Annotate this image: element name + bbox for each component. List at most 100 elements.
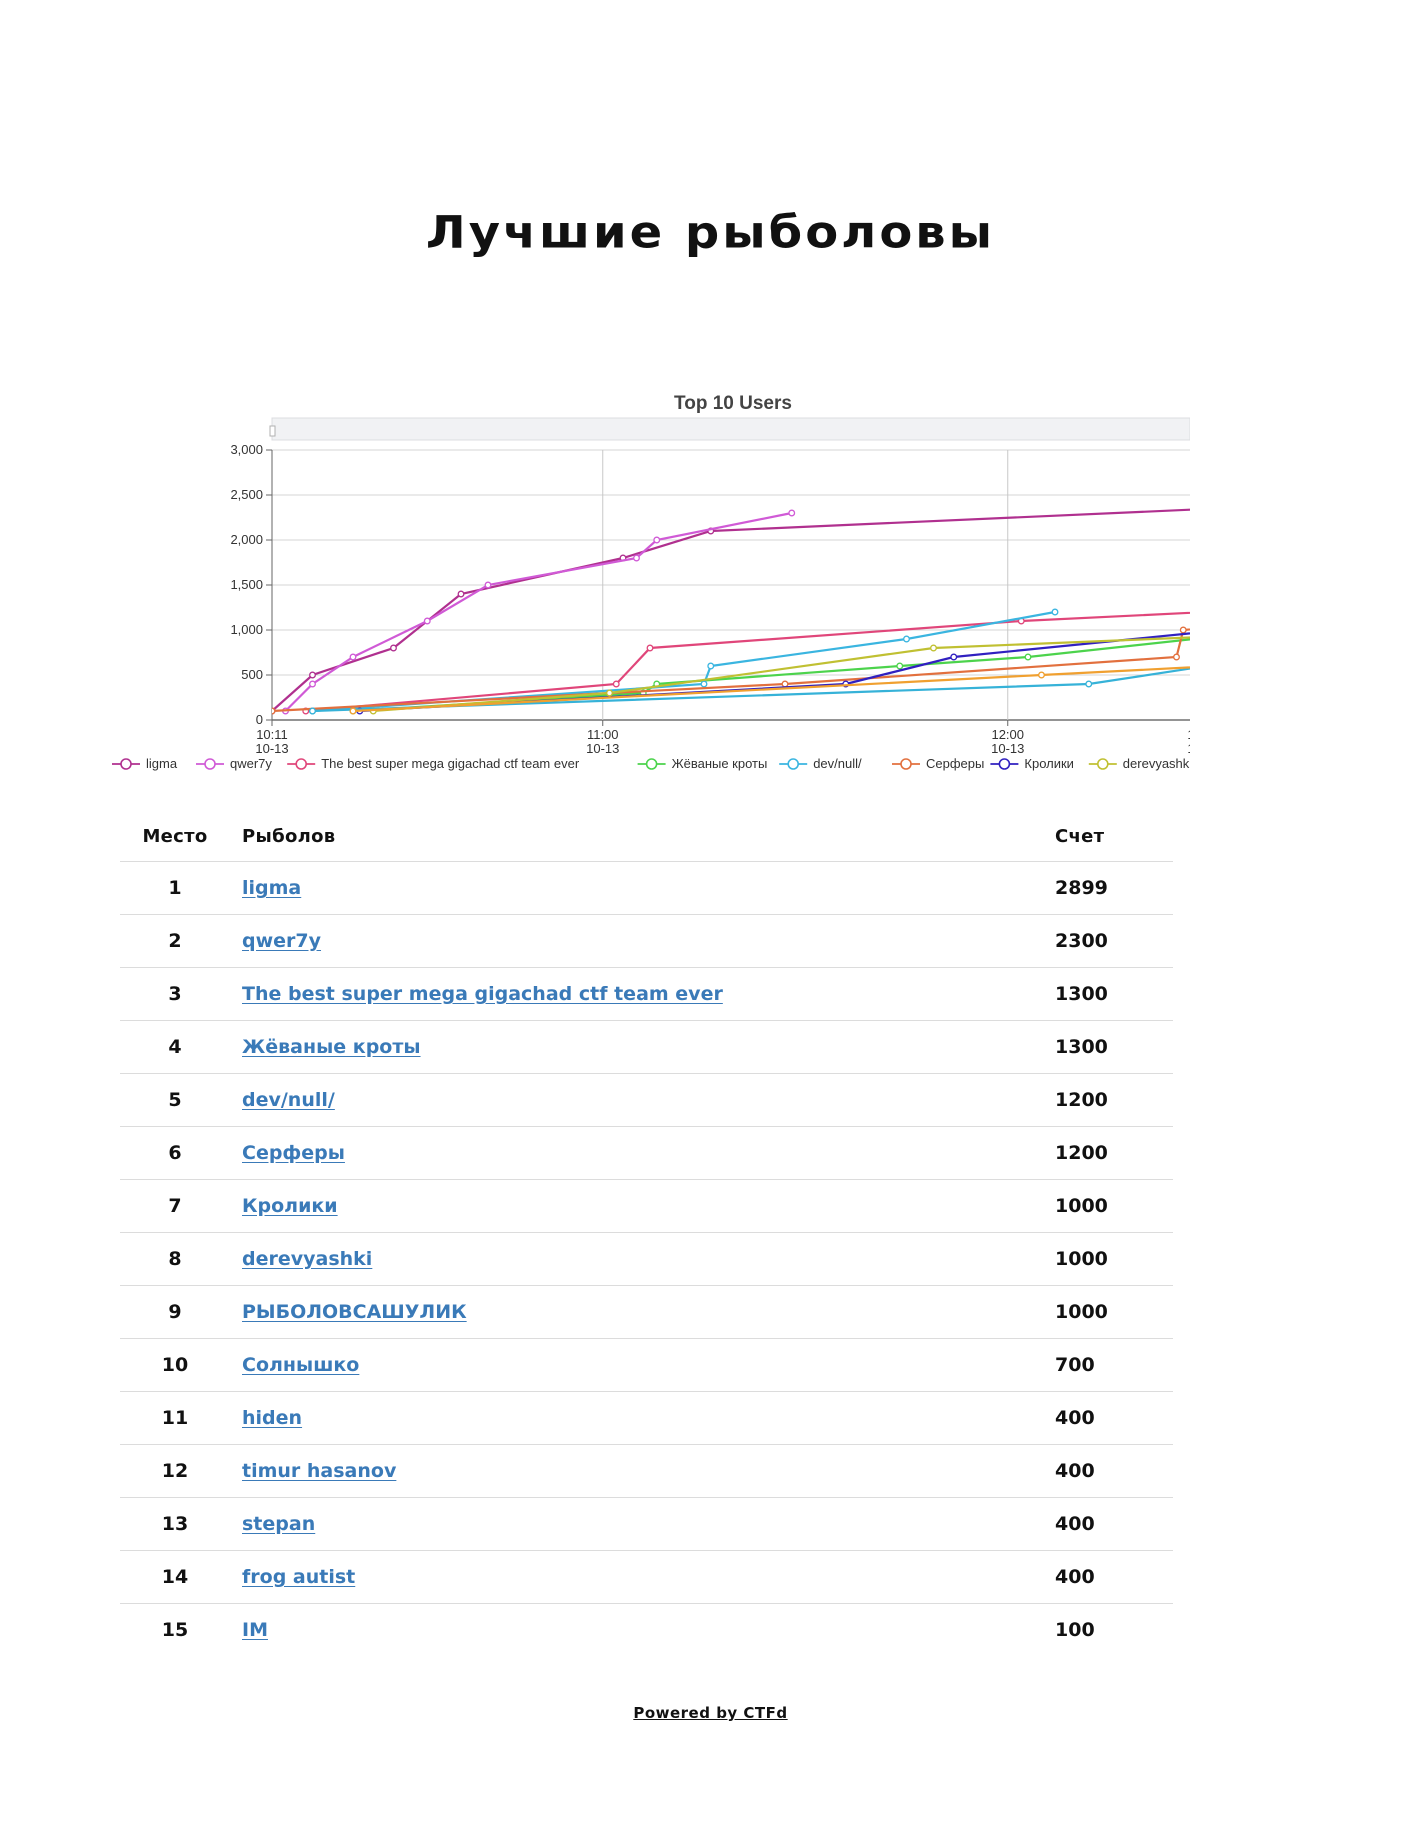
score-cell: 2300 xyxy=(1055,914,1173,968)
name-cell: qwer7y xyxy=(230,914,1055,968)
table-row: 5 dev/null/1200 xyxy=(120,1073,1173,1127)
place-cell: 12 xyxy=(120,1444,230,1498)
legend-marker xyxy=(900,758,912,770)
table-row: 9 РЫБОЛОВСАШУЛИК 1000 xyxy=(120,1285,1173,1339)
page-title: Лучшие рыболовы xyxy=(425,207,996,259)
score-cell: 1300 xyxy=(1055,967,1173,1021)
chart-zoom-bar xyxy=(271,417,1190,441)
series-line xyxy=(312,667,1190,713)
scoreboard-body: 1 ligma 2899 2 qwer7y 2300 3 The best super meg… xyxy=(120,861,1173,1656)
name-cell: frog autist xyxy=(230,1550,1055,1604)
data-point xyxy=(646,644,654,652)
team-link[interactable]: dev/null/ xyxy=(242,1089,335,1111)
legend-item: Кролики xyxy=(1024,756,1074,771)
legend-item: Жёваные кроты xyxy=(672,756,768,771)
name-cell: Кролики xyxy=(230,1179,1055,1233)
name-cell: hiden xyxy=(230,1391,1055,1445)
table-row: 12 timur hasanov 400 xyxy=(120,1444,1173,1498)
team-link[interactable]: IM xyxy=(242,1619,268,1641)
data-point xyxy=(903,635,910,643)
name-cell: timur hasanov xyxy=(230,1444,1055,1498)
y-tick-label: 2,000 xyxy=(230,532,263,547)
data-point xyxy=(309,680,316,688)
score-cell: 1000 xyxy=(1055,1232,1173,1286)
powered-by-link[interactable]: Powered by CTFd xyxy=(633,1704,788,1722)
legend-marker xyxy=(645,758,658,770)
data-point xyxy=(653,536,661,544)
header-name: Рыболов xyxy=(242,826,336,847)
data-point xyxy=(612,680,620,688)
y-tick-label: 1,000 xyxy=(230,622,263,637)
y-tick-label: 500 xyxy=(241,667,263,682)
data-point xyxy=(1038,671,1045,679)
place-cell: 3 xyxy=(120,967,230,1021)
x-tick-date: 10-13 xyxy=(255,741,288,756)
series-line xyxy=(284,511,792,712)
team-link[interactable]: ligma xyxy=(242,877,302,899)
team-link[interactable]: Серферы xyxy=(242,1142,345,1164)
chart-series-group xyxy=(272,508,1190,715)
team-link[interactable]: derevyashki xyxy=(242,1248,373,1270)
scoreboard-table: Место Рыболов Счет 1 ligma 2899 2 qwer7y 2300… xyxy=(120,826,1173,1656)
place-cell: 11 xyxy=(120,1391,230,1445)
data-point xyxy=(390,644,397,652)
place-cell: 15 xyxy=(120,1603,230,1656)
score-cell: 2899 xyxy=(1055,861,1173,915)
data-point xyxy=(484,581,492,589)
scoreboard-header-row: Место Рыболов Счет xyxy=(120,826,1173,862)
x-tick-date: 10-13 xyxy=(586,741,619,756)
table-row: 7 Кролики 1000 xyxy=(120,1179,1173,1233)
name-cell: IM xyxy=(230,1603,1055,1656)
data-point xyxy=(1179,626,1187,634)
name-cell: stepan xyxy=(230,1497,1055,1551)
data-point xyxy=(950,653,958,661)
table-row: 15 IM 100 xyxy=(120,1603,1173,1656)
data-point xyxy=(1051,608,1059,616)
team-link[interactable]: Солнышко xyxy=(242,1354,360,1376)
legend-marker xyxy=(1096,758,1109,770)
score-cell: 700 xyxy=(1055,1338,1173,1392)
name-cell: dev/null/ xyxy=(230,1073,1055,1127)
score-cell: 1300 xyxy=(1055,1020,1173,1074)
table-row: 8 derevyashki 1000 xyxy=(120,1232,1173,1286)
team-link[interactable]: timur hasanov xyxy=(242,1460,397,1482)
top-users-chart: Top 10 Users 0 500 1,000 1,500 2,000 2,500 3,00… xyxy=(100,380,1190,780)
data-point xyxy=(349,707,357,715)
y-tick-label: 3,000 xyxy=(230,442,263,457)
place-cell: 6 xyxy=(120,1126,230,1180)
name-cell: РЫБОЛОВСАШУЛИК xyxy=(230,1285,1055,1339)
score-cell: 400 xyxy=(1055,1391,1173,1445)
legend-marker xyxy=(787,758,800,770)
table-row: 4 Жёваные кроты 1300 xyxy=(120,1020,1173,1074)
data-point xyxy=(633,554,640,562)
score-cell: 1000 xyxy=(1055,1179,1173,1233)
name-cell: Серферы xyxy=(230,1126,1055,1180)
data-point xyxy=(309,707,316,715)
data-point xyxy=(349,653,357,661)
team-link[interactable]: The best super mega gigachad ctf team ev… xyxy=(242,983,723,1005)
team-link[interactable]: qwer7y xyxy=(242,930,322,952)
chart-svg: Top 10 Users 0 500 1,000 1,500 2,000 2,500 3,00… xyxy=(112,393,1190,771)
table-row: 13 stepan 400 xyxy=(120,1497,1173,1551)
data-point xyxy=(930,644,937,652)
team-link[interactable]: Кролики xyxy=(242,1195,338,1217)
place-cell: 8 xyxy=(120,1232,230,1286)
header-place: Место xyxy=(142,826,208,847)
team-link[interactable]: hiden xyxy=(242,1407,303,1429)
x-tick-label: 10:11 xyxy=(256,727,288,742)
score-cell: 400 xyxy=(1055,1497,1173,1551)
team-link[interactable]: stepan xyxy=(242,1513,316,1535)
team-link[interactable]: frog autist xyxy=(242,1566,356,1588)
team-link[interactable]: Жёваные кроты xyxy=(242,1036,421,1058)
place-cell: 5 xyxy=(120,1073,230,1127)
table-row: 6 Серферы 1200 xyxy=(120,1126,1173,1180)
place-cell: 1 xyxy=(120,861,230,915)
y-tick-label: 0 xyxy=(256,712,263,727)
data-point xyxy=(1024,653,1032,661)
score-cell: 100 xyxy=(1055,1603,1173,1656)
data-point xyxy=(1085,680,1093,688)
team-link[interactable]: РЫБОЛОВСАШУЛИК xyxy=(242,1301,467,1323)
legend-item: derevyashki xyxy=(1123,756,1190,771)
legend-marker xyxy=(295,758,307,770)
place-cell: 2 xyxy=(120,914,230,968)
